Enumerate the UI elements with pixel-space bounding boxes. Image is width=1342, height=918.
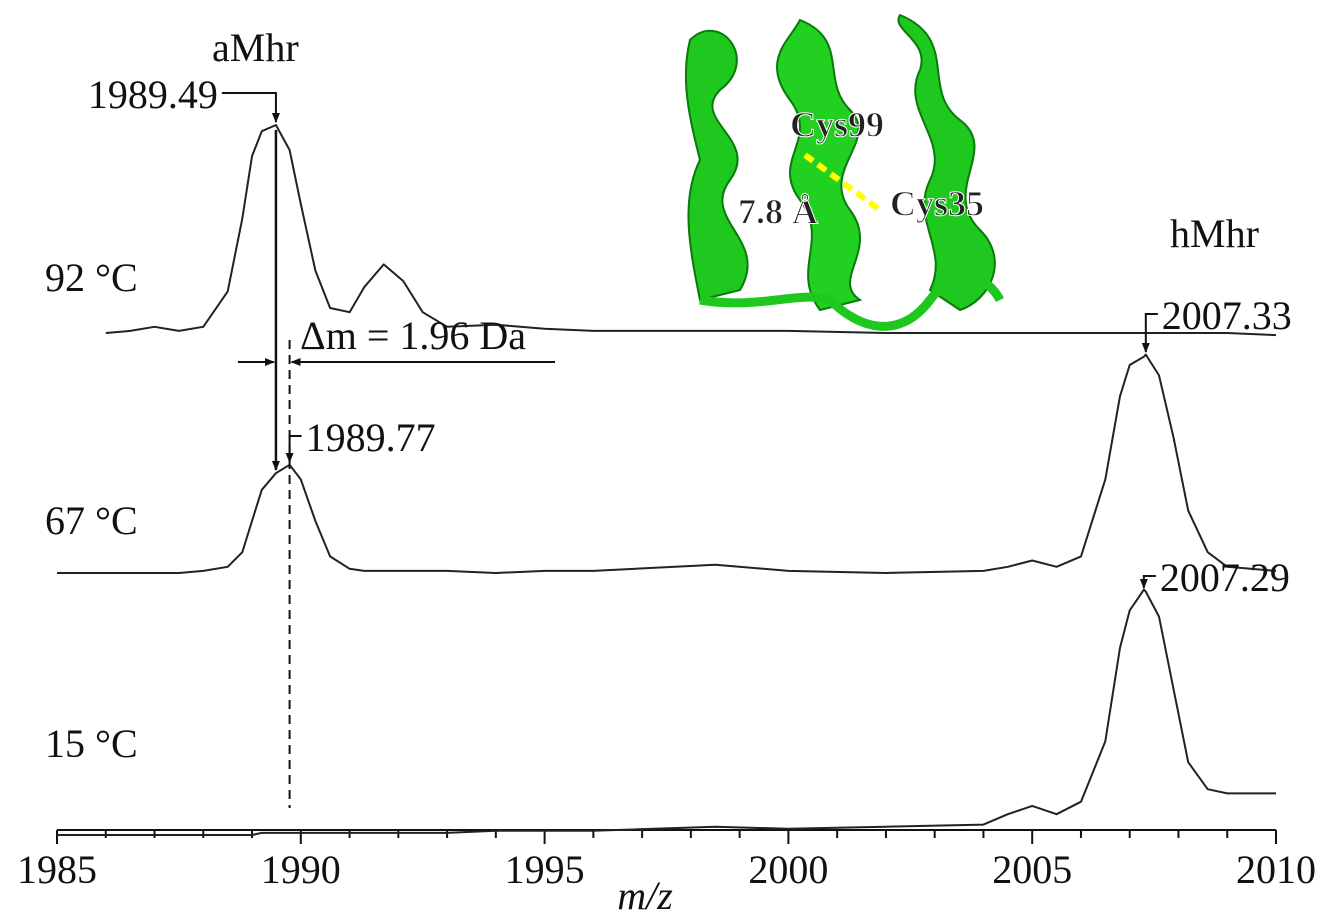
peak-pointer xyxy=(285,435,302,463)
x-axis-label: m/z xyxy=(617,873,673,918)
annotation: aMhr xyxy=(212,25,299,70)
peak-label: 2007.33 xyxy=(1162,293,1292,338)
inset-label: Cys35 xyxy=(890,183,984,223)
trace xyxy=(57,588,1276,836)
x-tick-label: 2005 xyxy=(992,847,1072,892)
helix xyxy=(684,29,749,302)
protein-inset: Cys99 Cys35 7.8 Å xyxy=(676,13,1026,335)
inset-label: Cys99 xyxy=(790,104,884,144)
peak-pointer xyxy=(1141,313,1158,353)
loop xyxy=(699,272,1005,331)
peak-label: 2007.29 xyxy=(1160,555,1290,600)
series-label: 92 °C xyxy=(45,255,138,300)
inset-label: 7.8 Å xyxy=(738,191,818,231)
annotation: hMhr xyxy=(1170,211,1259,256)
x-tick-label: 1995 xyxy=(505,847,585,892)
x-tick-label: 1990 xyxy=(261,847,341,892)
series-label: 67 °C xyxy=(45,498,138,543)
peak-label: 1989.77 xyxy=(306,415,436,460)
trace xyxy=(57,353,1277,574)
helix xyxy=(897,13,996,312)
trace xyxy=(105,124,1277,337)
peak-pointer xyxy=(221,92,280,123)
x-tick-label: 2000 xyxy=(748,847,828,892)
peak-pointer xyxy=(1139,575,1156,589)
x-tick-label: 1985 xyxy=(17,847,97,892)
delta-label: Δm = 1.96 Da xyxy=(300,313,526,358)
series-label: 15 °C xyxy=(45,721,138,766)
peak-label: 1989.49 xyxy=(88,72,218,117)
x-tick-label: 2010 xyxy=(1236,847,1316,892)
